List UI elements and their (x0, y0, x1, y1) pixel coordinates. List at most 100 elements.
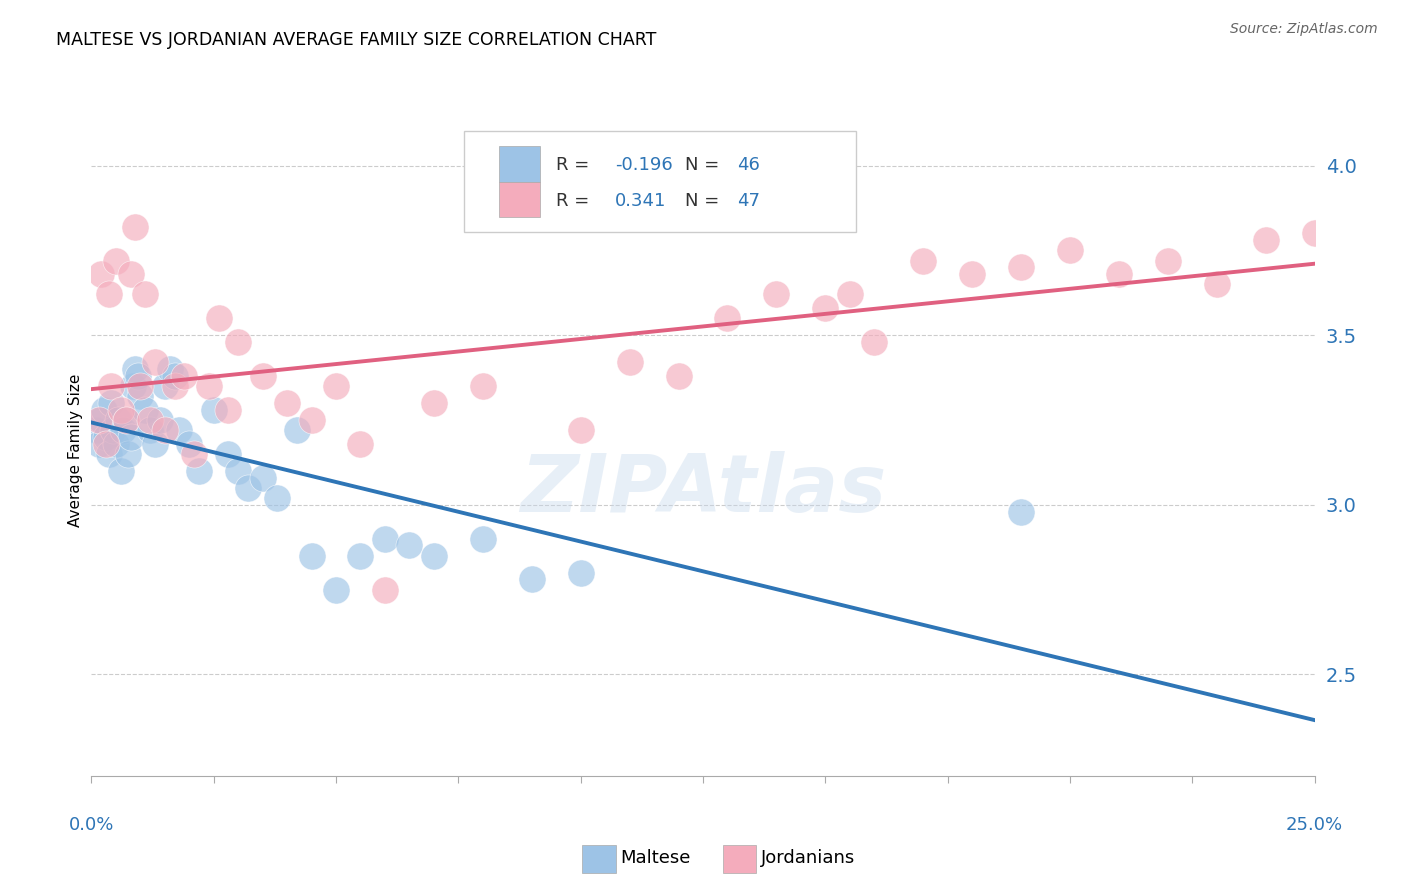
Point (173, 368, 195, 383)
Point (110, 402, 132, 417)
Point (149, 413, 172, 427)
Point (104, 436, 127, 450)
Point (90, 267, 112, 281)
Point (226, 464, 249, 478)
Point (94, 436, 117, 450)
Point (423, 549, 446, 563)
Text: Jordanians: Jordanians (761, 849, 855, 867)
Point (104, 253, 127, 268)
Point (159, 362, 181, 376)
Point (423, 396, 446, 410)
Text: 25.0%: 25.0% (1286, 816, 1343, 834)
Text: MALTESE VS JORDANIAN AVERAGE FAMILY SIZE CORRELATION CHART: MALTESE VS JORDANIAN AVERAGE FAMILY SIZE… (56, 31, 657, 49)
Point (97, 447, 120, 461)
Point (107, 413, 129, 427)
Point (569, 566, 592, 580)
Point (127, 368, 149, 383)
Point (143, 436, 166, 450)
Point (471, 532, 494, 546)
Point (349, 436, 371, 450)
Text: R =: R = (557, 156, 595, 174)
Point (217, 402, 239, 417)
Point (668, 368, 690, 383)
Point (471, 379, 494, 393)
Point (374, 532, 396, 546)
Text: N =: N = (685, 192, 724, 210)
Text: R =: R = (557, 192, 600, 210)
Point (94, 430, 117, 444)
Point (100, 396, 122, 410)
Point (838, 287, 860, 301)
Point (90, 413, 112, 427)
Point (1157, 253, 1180, 268)
Point (112, 423, 135, 437)
Point (129, 379, 152, 393)
Text: 0.0%: 0.0% (69, 816, 114, 834)
Point (285, 423, 308, 437)
Point (100, 379, 122, 393)
Point (569, 423, 592, 437)
FancyBboxPatch shape (464, 131, 856, 232)
Point (301, 549, 323, 563)
FancyBboxPatch shape (499, 146, 540, 182)
Point (960, 267, 983, 281)
Text: Maltese: Maltese (620, 849, 690, 867)
Point (266, 491, 288, 505)
Point (139, 423, 162, 437)
Point (87, 413, 110, 427)
Point (1303, 227, 1326, 241)
Point (139, 413, 162, 427)
Point (84, 423, 107, 437)
Point (349, 549, 371, 563)
Text: 47: 47 (737, 192, 761, 210)
Point (374, 582, 396, 597)
Point (124, 219, 146, 234)
Point (153, 423, 176, 437)
Text: ZIPAtlas: ZIPAtlas (520, 450, 886, 529)
Point (814, 301, 837, 315)
Point (1010, 504, 1032, 518)
Point (912, 253, 935, 268)
Text: N =: N = (685, 156, 724, 174)
Point (114, 413, 136, 427)
Text: 0.341: 0.341 (614, 192, 666, 210)
Point (1205, 277, 1227, 292)
Point (202, 402, 225, 417)
Point (325, 582, 347, 597)
Point (124, 362, 146, 376)
Point (143, 355, 166, 369)
Point (1010, 260, 1032, 275)
Point (87, 436, 110, 450)
Point (134, 402, 156, 417)
Point (188, 464, 211, 478)
Point (110, 464, 132, 478)
Point (716, 311, 738, 326)
Point (765, 287, 787, 301)
Point (169, 423, 191, 437)
Point (122, 379, 145, 393)
Point (398, 538, 420, 552)
Point (863, 334, 886, 349)
Text: Source: ZipAtlas.com: Source: ZipAtlas.com (1230, 22, 1378, 37)
Y-axis label: Average Family Size: Average Family Size (67, 374, 83, 527)
Point (134, 287, 156, 301)
Point (103, 423, 125, 437)
Point (153, 379, 176, 393)
Point (97, 287, 120, 301)
Point (120, 430, 142, 444)
Point (1059, 244, 1081, 258)
Point (301, 413, 323, 427)
Text: -0.196: -0.196 (614, 156, 672, 174)
Point (120, 267, 142, 281)
FancyBboxPatch shape (499, 182, 540, 218)
Point (198, 379, 221, 393)
Point (129, 389, 152, 403)
Point (276, 396, 298, 410)
Point (163, 379, 186, 393)
Point (117, 447, 139, 461)
Point (226, 334, 249, 349)
Point (252, 368, 274, 383)
Point (207, 311, 229, 326)
Point (93, 402, 115, 417)
Point (520, 572, 543, 586)
